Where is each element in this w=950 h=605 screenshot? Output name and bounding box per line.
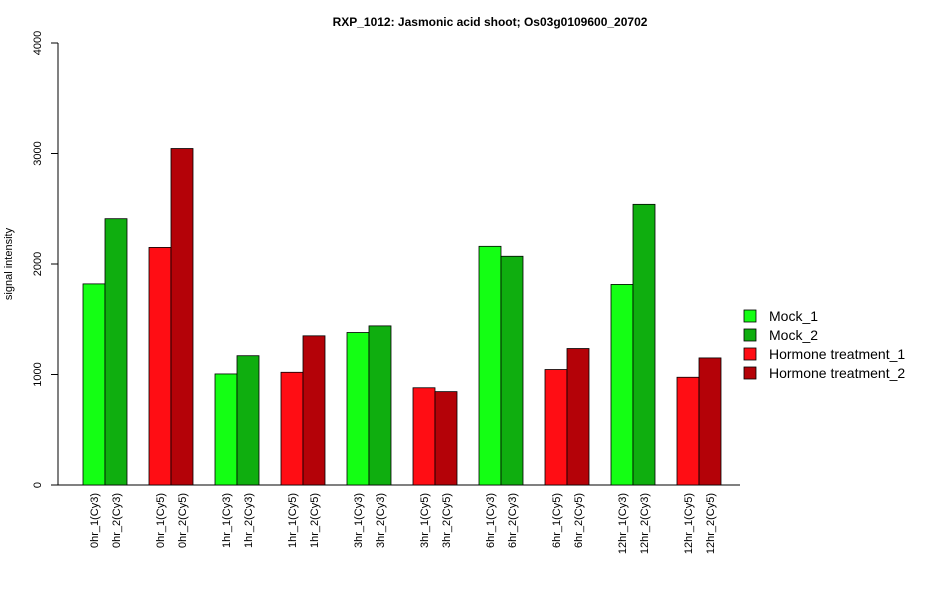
y-tick-label: 3000 [32,141,44,165]
x-tick-label: 12hr_1(Cy3) [617,493,629,554]
bar [676,376,700,486]
x-tick-label: 3hr_2(Cy5) [441,493,453,548]
x-tick-label: 1hr_2(Cy3) [243,493,255,548]
bar [214,373,238,486]
y-tick-label: 4000 [32,31,44,55]
y-tick-label: 1000 [32,362,44,386]
legend-swatch [743,366,757,380]
bar [434,391,458,486]
legend-label: Mock_1 [769,308,818,324]
x-tick-label: 1hr_2(Cy5) [309,493,321,548]
bar [368,325,392,486]
x-axis-labels: 0hr_1(Cy3) 0hr_2(Cy3) 0hr_1(Cy5) 0hr_2(Cy5)… [89,493,717,554]
bar [302,335,326,486]
legend-label: Hormone treatment_1 [769,346,905,362]
x-tick-label: 6hr_2(Cy5) [573,493,585,548]
x-tick-label: 1hr_1(Cy5) [287,493,299,548]
bar [104,218,128,486]
x-tick-label: 12hr_2(Cy3) [639,493,651,554]
bar [346,332,370,486]
bar [148,247,172,486]
chart-title: RXP_1012: Jasmonic acid shoot; Os03g0109… [333,15,648,29]
bar [170,148,194,486]
y-axis-label: signal intensity [3,227,15,300]
x-tick-label: 12hr_1(Cy5) [683,493,695,554]
bar [698,357,722,486]
x-tick-label: 3hr_2(Cy3) [375,493,387,548]
bar [236,355,260,486]
x-tick-label: 1hr_1(Cy3) [221,493,233,548]
x-tick-label: 0hr_2(Cy5) [177,493,189,548]
x-tick-label: 0hr_1(Cy5) [155,493,167,548]
y-tick-label: 0 [32,482,44,488]
legend-swatch [743,309,757,323]
y-axis: 0 1000 2000 3000 4000 [32,31,59,488]
x-tick-label: 6hr_2(Cy3) [507,493,519,548]
x-tick-label: 3hr_1(Cy3) [353,493,365,548]
bar [500,255,524,486]
legend-swatch [743,328,757,342]
bar [412,387,436,486]
y-tick-label: 2000 [32,252,44,276]
bar [566,348,590,486]
x-tick-label: 6hr_1(Cy3) [485,493,497,548]
bar [544,369,568,486]
x-tick-label: 0hr_1(Cy3) [89,493,101,548]
bar [82,283,106,486]
x-tick-label: 6hr_1(Cy5) [551,493,563,548]
legend: Mock_1 Mock_2 Hormone treatment_1 Hormone t… [743,308,905,381]
bars [58,148,740,486]
legend-label: Hormone treatment_2 [769,365,905,381]
bar [478,245,502,486]
x-tick-label: 0hr_2(Cy3) [111,493,123,548]
x-tick-label: 3hr_1(Cy5) [419,493,431,548]
bar [280,371,304,486]
bar [632,203,656,486]
legend-label: Mock_2 [769,327,818,343]
bar [610,284,634,486]
x-tick-label: 12hr_2(Cy5) [705,493,717,554]
legend-swatch [743,347,757,361]
